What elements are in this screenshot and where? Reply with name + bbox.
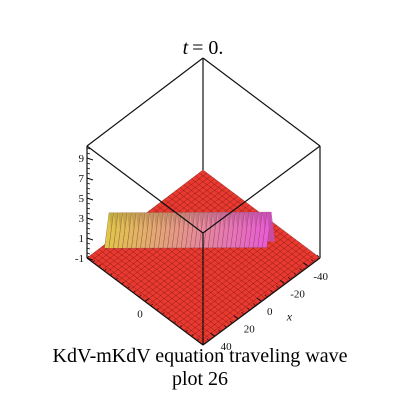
x-minor-tick bbox=[229, 320, 233, 324]
x-tick-label: -20 bbox=[290, 288, 305, 300]
x-minor-tick bbox=[206, 338, 210, 341]
x-minor-tick bbox=[241, 311, 244, 315]
z-minor-tick bbox=[86, 207, 91, 210]
y-minor-tick bbox=[179, 325, 183, 328]
z-tick-label: 1 bbox=[79, 233, 85, 245]
z-minor-tick bbox=[86, 147, 91, 150]
x-tick-label: 40 bbox=[221, 341, 233, 353]
mesh-line-y bbox=[191, 248, 308, 337]
y-minor-tick bbox=[138, 294, 142, 298]
box-edge-top-front-left bbox=[86, 145, 204, 234]
bounding-box-front bbox=[86, 57, 321, 346]
axis-ticks: 9 7 5 3 1 -1 -40 -20 0 20 40 x 0 bbox=[75, 147, 329, 353]
box-edge-top-front-right bbox=[202, 145, 321, 234]
y-minor-tick bbox=[98, 264, 101, 267]
z-tick-label: 7 bbox=[79, 173, 85, 185]
z-tick-label: 9 bbox=[79, 153, 85, 165]
mesh-line-x bbox=[94, 251, 211, 340]
mesh-line-x bbox=[98, 248, 215, 337]
box-edge-floor-right bbox=[202, 257, 321, 346]
y-minor-tick bbox=[104, 268, 107, 272]
box-edge-top-right bbox=[202, 57, 321, 147]
traveling-wave-ridge bbox=[104, 211, 275, 249]
z-minor-tick bbox=[86, 192, 91, 195]
z-minor-tick bbox=[86, 252, 91, 255]
y-minor-tick bbox=[150, 303, 154, 307]
y-minor-tick bbox=[185, 329, 188, 333]
x-minor-tick bbox=[293, 272, 297, 275]
x-minor-tick bbox=[276, 285, 279, 289]
y-minor-tick bbox=[162, 312, 165, 315]
z-minor-tick bbox=[86, 187, 91, 190]
z-minor-tick bbox=[86, 167, 91, 170]
x-minor-tick bbox=[264, 294, 268, 297]
y-minor-tick bbox=[202, 342, 206, 346]
x-minor-tick bbox=[270, 289, 273, 293]
z-minor-tick bbox=[86, 162, 91, 165]
z-minor-tick bbox=[86, 257, 91, 260]
z-minor-tick bbox=[86, 227, 91, 230]
x-minor-tick bbox=[200, 342, 204, 346]
chart-title: t = 0. bbox=[183, 37, 224, 59]
y-minor-tick bbox=[92, 260, 96, 263]
z-tick-label: -1 bbox=[75, 253, 84, 265]
caption-line-1: KdV-mKdV equation traveling wave bbox=[53, 345, 348, 367]
x-minor-tick bbox=[252, 303, 256, 306]
z-minor-tick bbox=[86, 197, 91, 200]
y-minor-tick bbox=[109, 273, 113, 276]
z-minor-tick bbox=[86, 182, 91, 185]
x-minor-tick bbox=[212, 333, 215, 337]
y-minor-tick bbox=[156, 307, 159, 311]
x-minor-tick bbox=[258, 298, 262, 302]
mesh-line-y bbox=[195, 251, 312, 340]
z-minor-tick bbox=[86, 172, 91, 175]
y-minor-tick bbox=[173, 321, 177, 324]
x-minor-tick bbox=[310, 259, 314, 262]
y-minor-tick bbox=[196, 338, 200, 341]
z-minor-tick bbox=[86, 237, 91, 240]
x-minor-tick bbox=[218, 329, 221, 333]
caption-line-2: plot 26 bbox=[172, 368, 228, 390]
y-minor-tick bbox=[127, 286, 130, 289]
bounding-box-back bbox=[86, 58, 321, 258]
x-axis-label: x bbox=[286, 310, 293, 324]
y-minor-tick bbox=[121, 281, 125, 285]
z-minor-tick bbox=[86, 152, 91, 155]
z-minor-tick bbox=[86, 157, 91, 160]
y-tick-label: 0 bbox=[137, 309, 143, 321]
z-minor-tick bbox=[86, 217, 91, 220]
x-minor-tick bbox=[235, 316, 239, 319]
z-minor-tick bbox=[86, 247, 91, 250]
x-tick-label: -40 bbox=[313, 271, 328, 283]
x-minor-tick bbox=[305, 263, 308, 267]
x-minor-tick bbox=[223, 325, 227, 328]
mesh-line-y bbox=[187, 245, 304, 334]
z-minor-tick bbox=[86, 232, 91, 235]
z-minor-tick bbox=[86, 222, 91, 225]
z-tick-label: 3 bbox=[79, 213, 85, 225]
y-minor-tick bbox=[144, 299, 148, 302]
y-minor-tick bbox=[167, 316, 171, 320]
x-minor-tick bbox=[287, 276, 291, 280]
mesh-line-x bbox=[102, 246, 219, 334]
z-tick-label: 5 bbox=[79, 193, 85, 205]
z-minor-tick bbox=[86, 177, 91, 180]
y-minor-tick bbox=[115, 277, 119, 280]
x-tick-label: 0 bbox=[267, 306, 273, 318]
z-minor-tick bbox=[86, 242, 91, 245]
x-minor-tick bbox=[247, 307, 250, 311]
y-minor-tick bbox=[86, 255, 90, 259]
x-minor-tick bbox=[316, 254, 320, 258]
x-minor-tick bbox=[299, 267, 302, 271]
wave-segment-shade bbox=[266, 212, 275, 242]
y-minor-tick bbox=[191, 334, 194, 337]
x-minor-tick bbox=[281, 281, 285, 284]
x-tick-label: 20 bbox=[244, 324, 256, 336]
box-edge-top-left bbox=[86, 57, 204, 147]
y-minor-tick bbox=[133, 290, 136, 294]
z-minor-tick bbox=[86, 202, 91, 205]
z-minor-tick bbox=[86, 212, 91, 215]
